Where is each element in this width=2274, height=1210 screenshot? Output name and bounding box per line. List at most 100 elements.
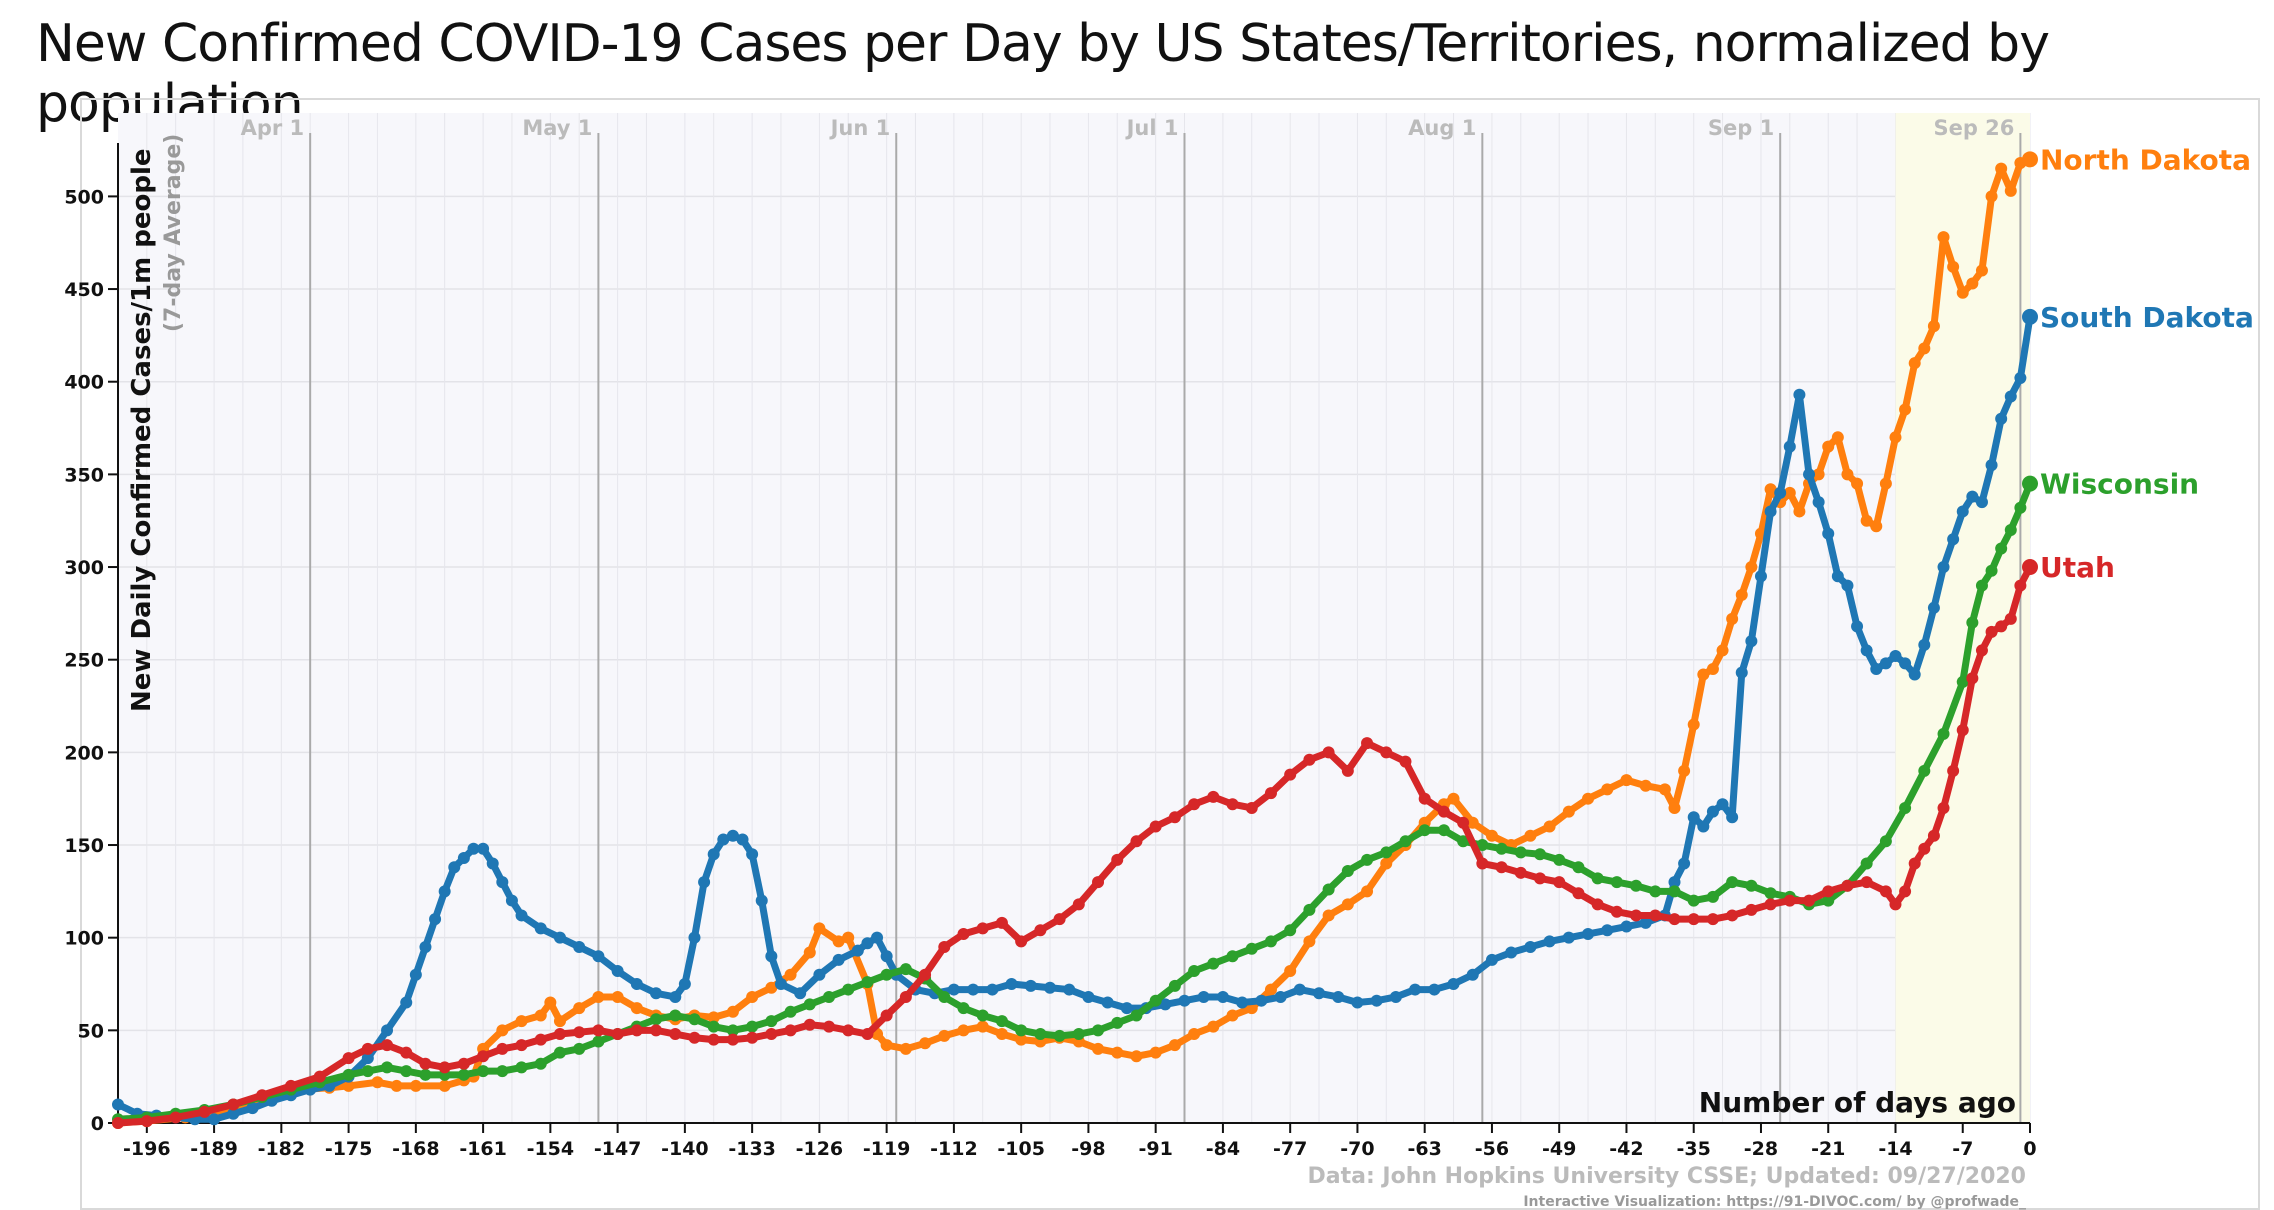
data-point (438, 885, 451, 898)
data-point (1947, 764, 1960, 777)
data-point (938, 1029, 951, 1042)
data-point (1332, 990, 1345, 1003)
data-point (1380, 846, 1393, 859)
data-point (669, 1028, 682, 1041)
data-point (496, 1024, 509, 1037)
data-point (381, 1039, 394, 1052)
data-point (1687, 811, 1700, 824)
data-point (957, 1002, 970, 1015)
data-point (784, 1024, 797, 1037)
data-point (1418, 792, 1431, 805)
data-point (1956, 675, 1969, 688)
data-point (1264, 787, 1277, 800)
data-point (669, 1009, 682, 1022)
data-point (1630, 879, 1643, 892)
data-point (1706, 662, 1719, 675)
data-point (784, 1005, 797, 1018)
data-point (1918, 764, 1931, 777)
data-point (515, 1061, 528, 1074)
data-point (1264, 983, 1277, 996)
data-point (1860, 514, 1873, 527)
data-point (1437, 824, 1450, 837)
y-tick-label: 100 (64, 928, 104, 950)
data-point (1591, 872, 1604, 885)
data-point (1092, 876, 1105, 889)
data-point (1188, 965, 1201, 978)
data-point (1082, 990, 1095, 1003)
y-tick-label: 200 (64, 742, 104, 764)
data-point (1322, 746, 1335, 759)
data-point (1485, 829, 1498, 842)
data-point (765, 1015, 778, 1028)
data-point (784, 968, 797, 981)
data-point (1514, 846, 1527, 859)
data-point (995, 1015, 1008, 1028)
data-point (553, 1028, 566, 1041)
data-point (1466, 816, 1479, 829)
series-endpoint (2022, 308, 2038, 325)
data-point (1745, 561, 1758, 574)
data-point (553, 1046, 566, 1059)
data-point (1024, 979, 1037, 992)
series-labels: North Dakota South Dakota Wisconsin Utah (2040, 143, 2254, 584)
data-point (1937, 727, 1950, 740)
data-point (1553, 876, 1566, 889)
data-point (1466, 968, 1479, 981)
data-point (938, 940, 951, 953)
data-point (1293, 983, 1306, 996)
data-point (717, 833, 730, 846)
data-point (1697, 668, 1710, 681)
data-point (1284, 768, 1297, 781)
data-point (1697, 820, 1710, 833)
data-point (1447, 792, 1460, 805)
x-tick-label: -189 (190, 1138, 238, 1160)
data-point (976, 1009, 989, 1022)
data-point (2004, 612, 2017, 625)
data-point (1159, 998, 1172, 1011)
y-tick-label: 450 (64, 279, 104, 301)
series-label: South Dakota (2040, 301, 2254, 334)
data-point (1754, 570, 1767, 583)
page-title: New Confirmed COVID-19 Cases per Day by … (36, 14, 2050, 134)
data-point (592, 950, 605, 963)
series-label: Wisconsin (2040, 468, 2199, 501)
data-point (1735, 666, 1748, 679)
data-point (1831, 431, 1844, 444)
data-point (1120, 1002, 1133, 1015)
series-endpoint (2022, 475, 2038, 492)
data-point (448, 861, 461, 874)
data-point (1918, 638, 1931, 651)
data-point (1457, 835, 1470, 848)
x-tick-label: -196 (123, 1138, 171, 1160)
data-point (400, 996, 413, 1009)
data-point (1706, 913, 1719, 926)
data-point (1783, 894, 1796, 907)
data-point (1092, 1042, 1105, 1055)
data-point (1399, 755, 1412, 768)
data-point (419, 1068, 432, 1081)
data-point (1918, 842, 1931, 855)
x-tick-label: -49 (1542, 1138, 1576, 1160)
y-tick-label: 0 (91, 1113, 104, 1135)
data-point (1678, 764, 1691, 777)
data-point (650, 1024, 663, 1037)
data-point (1582, 927, 1595, 940)
data-point (746, 848, 759, 861)
data-point (592, 1024, 605, 1037)
month-label: Jun 1 (829, 116, 891, 140)
data-point (746, 1031, 759, 1044)
data-point (1226, 950, 1239, 963)
data-point (1851, 477, 1864, 490)
data-point (1985, 459, 1998, 472)
data-point (1841, 879, 1854, 892)
data-point (1812, 496, 1825, 509)
data-point (1764, 887, 1777, 900)
data-point (1255, 994, 1268, 1007)
data-point (1639, 779, 1652, 792)
data-point (1207, 1020, 1220, 1033)
data-point (1053, 913, 1066, 926)
data-point (688, 931, 701, 944)
data-point (457, 851, 470, 864)
data-point (726, 1005, 739, 1018)
data-point (1572, 861, 1585, 874)
